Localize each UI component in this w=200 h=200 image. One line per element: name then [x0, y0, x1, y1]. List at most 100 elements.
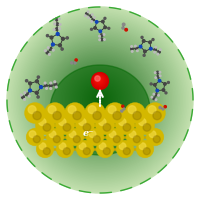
Circle shape: [99, 35, 100, 37]
Circle shape: [119, 118, 126, 126]
Circle shape: [83, 148, 90, 155]
Circle shape: [104, 17, 106, 19]
Circle shape: [28, 106, 36, 114]
Circle shape: [61, 61, 139, 139]
Circle shape: [135, 47, 138, 50]
Circle shape: [46, 51, 49, 54]
Circle shape: [146, 128, 164, 146]
Circle shape: [22, 22, 178, 178]
Circle shape: [98, 98, 102, 102]
Circle shape: [44, 44, 156, 156]
Circle shape: [135, 45, 136, 47]
Circle shape: [143, 54, 145, 56]
Circle shape: [97, 78, 100, 81]
Circle shape: [121, 110, 123, 112]
Circle shape: [19, 19, 181, 181]
Circle shape: [43, 148, 50, 155]
Circle shape: [89, 131, 96, 138]
Circle shape: [63, 148, 70, 155]
Circle shape: [94, 94, 106, 106]
Circle shape: [71, 71, 129, 129]
Circle shape: [153, 111, 161, 120]
Circle shape: [131, 46, 132, 47]
Circle shape: [49, 49, 151, 151]
Circle shape: [46, 87, 47, 89]
Circle shape: [54, 81, 56, 83]
Circle shape: [46, 128, 64, 146]
Circle shape: [158, 95, 159, 96]
Circle shape: [46, 35, 49, 37]
Circle shape: [61, 37, 64, 40]
Circle shape: [149, 41, 151, 44]
Circle shape: [59, 143, 66, 150]
Circle shape: [33, 136, 40, 143]
Circle shape: [89, 89, 111, 111]
Circle shape: [40, 86, 42, 89]
Circle shape: [125, 28, 127, 31]
Circle shape: [46, 46, 154, 154]
Circle shape: [50, 82, 52, 84]
Circle shape: [148, 106, 156, 114]
Circle shape: [53, 136, 60, 143]
Circle shape: [15, 15, 185, 185]
Circle shape: [108, 27, 110, 29]
Circle shape: [156, 89, 159, 92]
Circle shape: [96, 77, 102, 83]
Circle shape: [28, 95, 30, 97]
Circle shape: [29, 82, 32, 85]
Circle shape: [52, 52, 148, 148]
Circle shape: [20, 94, 22, 96]
Circle shape: [79, 118, 86, 126]
Circle shape: [55, 115, 75, 135]
Circle shape: [78, 78, 122, 122]
Circle shape: [135, 115, 155, 135]
Circle shape: [101, 38, 103, 41]
Circle shape: [49, 48, 52, 50]
Circle shape: [97, 97, 103, 103]
Circle shape: [91, 21, 93, 22]
Circle shape: [36, 36, 164, 164]
Circle shape: [97, 78, 101, 82]
Circle shape: [66, 66, 134, 134]
Circle shape: [95, 76, 103, 84]
Circle shape: [66, 37, 68, 39]
Circle shape: [154, 72, 156, 73]
Circle shape: [155, 94, 157, 96]
Circle shape: [164, 106, 166, 108]
Circle shape: [154, 51, 155, 53]
Circle shape: [131, 48, 133, 50]
Circle shape: [80, 80, 120, 120]
Text: e⁻: e⁻: [82, 130, 94, 138]
Circle shape: [98, 79, 99, 80]
Circle shape: [74, 74, 126, 126]
Circle shape: [157, 76, 159, 78]
Circle shape: [164, 83, 166, 85]
Circle shape: [139, 45, 142, 48]
Circle shape: [104, 26, 106, 29]
Circle shape: [16, 16, 184, 184]
Circle shape: [24, 92, 26, 94]
Circle shape: [93, 74, 106, 87]
Circle shape: [58, 58, 142, 142]
Circle shape: [35, 91, 38, 94]
Circle shape: [143, 124, 151, 131]
Circle shape: [59, 28, 60, 30]
Circle shape: [69, 131, 76, 138]
Circle shape: [145, 103, 165, 123]
Circle shape: [69, 69, 131, 131]
Circle shape: [122, 27, 124, 29]
Circle shape: [64, 64, 136, 136]
Circle shape: [142, 40, 145, 42]
Circle shape: [92, 18, 94, 21]
Circle shape: [59, 44, 61, 47]
Circle shape: [49, 84, 52, 87]
Circle shape: [36, 140, 54, 158]
Circle shape: [76, 140, 94, 158]
Circle shape: [63, 124, 71, 131]
Circle shape: [71, 62, 73, 64]
Circle shape: [94, 75, 105, 86]
Circle shape: [152, 39, 154, 41]
Circle shape: [73, 111, 81, 120]
Circle shape: [116, 140, 134, 158]
Circle shape: [155, 99, 157, 100]
